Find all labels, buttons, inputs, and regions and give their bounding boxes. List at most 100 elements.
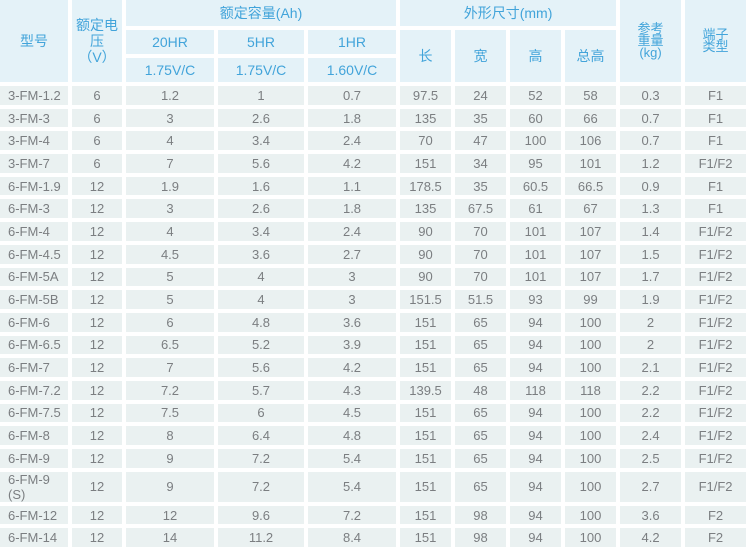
cell-voltage: 6 xyxy=(72,108,122,128)
cell-model: 3-FM-3 xyxy=(0,108,68,128)
header-weight: 参考 重量 (kg) xyxy=(620,0,682,82)
cell-capacity-1hr: 5.4 xyxy=(308,449,397,468)
table-row: 3-FM-1.2 6 1.2 1 0.7 97.5 24 52 58 0.3 F… xyxy=(0,86,746,105)
cell-height: 101 xyxy=(510,244,562,264)
cell-height: 94 xyxy=(510,426,562,445)
cell-capacity-1hr: 4.5 xyxy=(308,403,397,423)
header-terminal: 端子 类型 xyxy=(685,0,746,82)
cell-total-height: 100 xyxy=(565,403,617,423)
cell-voltage: 6 xyxy=(72,154,122,173)
table-row: 6-FM-6 12 6 4.8 3.6 151 65 94 100 2 F1/F… xyxy=(0,312,746,332)
cell-terminal: F1/F2 xyxy=(685,449,746,468)
cell-capacity-5hr: 1 xyxy=(218,86,304,105)
cell-voltage: 12 xyxy=(72,312,122,332)
header-voltage: 额定电压 （V） xyxy=(72,0,122,82)
cell-width: 48 xyxy=(455,380,507,400)
cell-total-height: 107 xyxy=(565,222,617,241)
header-width: 宽 xyxy=(455,30,507,82)
table-row: 6-FM-3 12 3 2.6 1.8 135 67.5 61 67 1.3 F… xyxy=(0,199,746,219)
cell-capacity-20hr: 12 xyxy=(126,505,214,525)
cell-weight: 2.1 xyxy=(620,358,682,377)
cell-width: 35 xyxy=(455,176,507,196)
cell-voltage: 12 xyxy=(72,471,122,502)
cell-width: 70 xyxy=(455,244,507,264)
cell-height: 94 xyxy=(510,403,562,423)
cell-capacity-5hr: 3.6 xyxy=(218,244,304,264)
cell-capacity-1hr: 3.6 xyxy=(308,312,397,332)
cell-weight: 2.7 xyxy=(620,471,682,502)
table-row: 3-FM-3 6 3 2.6 1.8 135 35 60 66 0.7 F1 xyxy=(0,108,746,128)
cell-capacity-20hr: 14 xyxy=(126,528,214,548)
cell-capacity-5hr: 7.2 xyxy=(218,471,304,502)
cell-weight: 0.7 xyxy=(620,108,682,128)
cell-weight: 2 xyxy=(620,335,682,355)
table-row: 6-FM-4 12 4 3.4 2.4 90 70 101 107 1.4 F1… xyxy=(0,222,746,241)
header-dimensions-group: 外形尺寸(mm) xyxy=(400,0,617,26)
cell-terminal: F2 xyxy=(685,528,746,548)
cell-total-height: 100 xyxy=(565,335,617,355)
header-height: 高 xyxy=(510,30,562,82)
cell-capacity-5hr: 3.4 xyxy=(218,222,304,241)
cell-capacity-1hr: 0.7 xyxy=(308,86,397,105)
cell-weight: 0.9 xyxy=(620,176,682,196)
header-total-height: 总高 xyxy=(565,30,617,82)
cell-width: 65 xyxy=(455,471,507,502)
cell-terminal: F1 xyxy=(685,108,746,128)
cell-terminal: F1/F2 xyxy=(685,222,746,241)
cell-capacity-1hr: 5.4 xyxy=(308,471,397,502)
cell-capacity-5hr: 5.2 xyxy=(218,335,304,355)
cell-model: 3-FM-7 xyxy=(0,154,68,173)
cell-capacity-1hr: 3 xyxy=(308,267,397,287)
cell-capacity-5hr: 9.6 xyxy=(218,505,304,525)
cell-length: 139.5 xyxy=(400,380,452,400)
cell-height: 94 xyxy=(510,471,562,502)
cell-total-height: 100 xyxy=(565,312,617,332)
cell-voltage: 12 xyxy=(72,449,122,468)
cell-capacity-20hr: 8 xyxy=(126,426,214,445)
cell-capacity-20hr: 4 xyxy=(126,222,214,241)
cell-weight: 3.6 xyxy=(620,505,682,525)
cell-terminal: F1 xyxy=(685,176,746,196)
header-voltage-line2: （V） xyxy=(78,49,116,66)
cell-capacity-5hr: 2.6 xyxy=(218,199,304,219)
cell-weight: 1.3 xyxy=(620,199,682,219)
cell-terminal: F1/F2 xyxy=(685,471,746,502)
cell-weight: 2.5 xyxy=(620,449,682,468)
table-row: 6-FM-1.9 12 1.9 1.6 1.1 178.5 35 60.5 66… xyxy=(0,176,746,196)
table-row: 6-FM-7 12 7 5.6 4.2 151 65 94 100 2.1 F1… xyxy=(0,358,746,377)
cell-capacity-5hr: 6.4 xyxy=(218,426,304,445)
cell-capacity-20hr: 5 xyxy=(126,290,214,309)
cell-width: 70 xyxy=(455,222,507,241)
cell-width: 34 xyxy=(455,154,507,173)
cell-voltage: 12 xyxy=(72,426,122,445)
cell-model: 6-FM-3 xyxy=(0,199,68,219)
cell-terminal: F1/F2 xyxy=(685,358,746,377)
cell-height: 101 xyxy=(510,267,562,287)
cell-voltage: 12 xyxy=(72,176,122,196)
cell-voltage: 12 xyxy=(72,380,122,400)
cell-voltage: 6 xyxy=(72,131,122,151)
cell-voltage: 12 xyxy=(72,505,122,525)
cell-capacity-5hr: 4 xyxy=(218,267,304,287)
cell-weight: 1.2 xyxy=(620,154,682,173)
cell-terminal: F1/F2 xyxy=(685,380,746,400)
cell-terminal: F1/F2 xyxy=(685,312,746,332)
cell-height: 52 xyxy=(510,86,562,105)
cell-model: 3-FM-4 xyxy=(0,131,68,151)
cell-weight: 2.2 xyxy=(620,403,682,423)
header-weight-line3: (kg) xyxy=(639,45,662,60)
cell-total-height: 58 xyxy=(565,86,617,105)
cell-length: 151 xyxy=(400,471,452,502)
cell-model: 6-FM-4.5 xyxy=(0,244,68,264)
cell-capacity-20hr: 1.9 xyxy=(126,176,214,196)
cell-capacity-5hr: 4 xyxy=(218,290,304,309)
cell-length: 90 xyxy=(400,244,452,264)
cell-total-height: 100 xyxy=(565,358,617,377)
cell-voltage: 12 xyxy=(72,222,122,241)
cell-width: 98 xyxy=(455,505,507,525)
cell-capacity-20hr: 4.5 xyxy=(126,244,214,264)
cell-height: 60 xyxy=(510,108,562,128)
cell-model: 6-FM-12 xyxy=(0,505,68,525)
header-rate-20hr: 20HR xyxy=(126,30,214,54)
